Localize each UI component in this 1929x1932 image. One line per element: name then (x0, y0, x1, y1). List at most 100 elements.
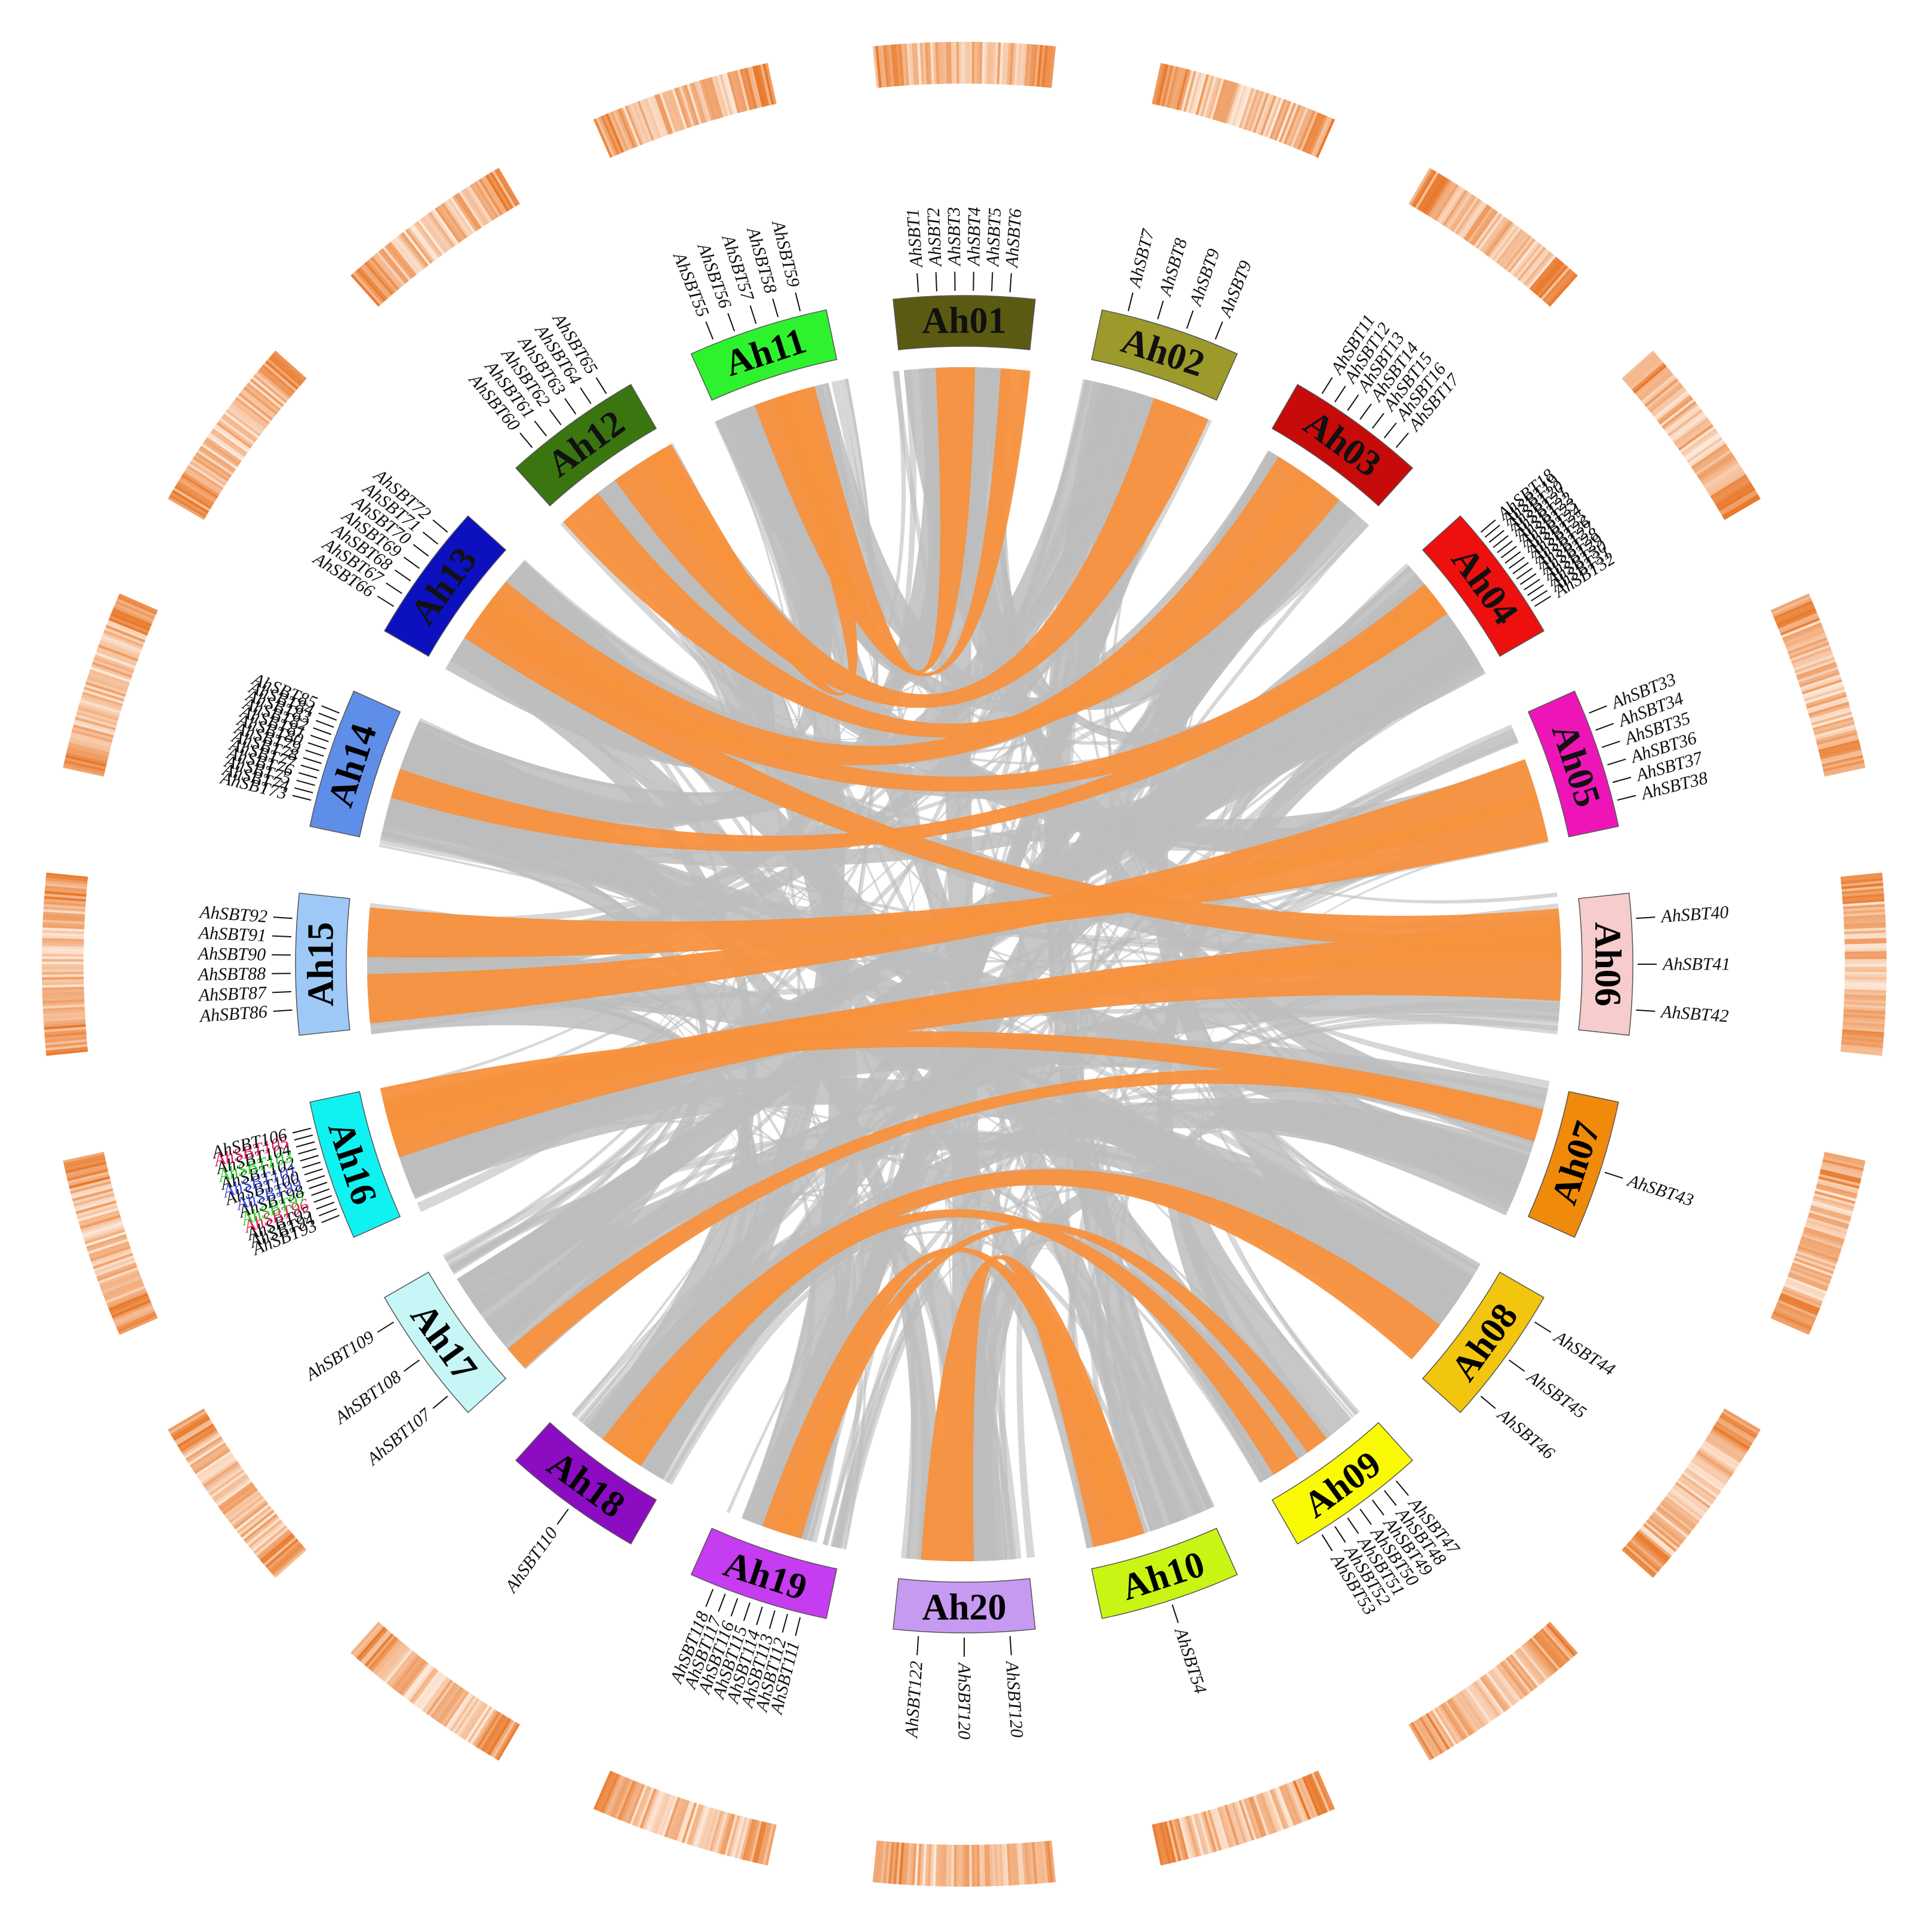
density-bin (967, 42, 970, 84)
gene-tick (1335, 386, 1346, 402)
gene-tick (1373, 1500, 1384, 1515)
gene-tick (273, 917, 293, 918)
gene-tick (322, 706, 340, 713)
gene-tick (706, 322, 713, 340)
gene-tick (565, 398, 576, 414)
gene-tick (1322, 1535, 1332, 1551)
gene-tick (404, 1360, 420, 1371)
gene-label: AhSBT107 (362, 1404, 436, 1470)
chromosome-ah15: Ah15 (296, 893, 350, 1035)
density-segment (873, 1841, 1056, 1887)
density-segment (63, 1152, 158, 1335)
gene-tick (316, 721, 334, 727)
gene-tick (1010, 273, 1011, 293)
density-bin (959, 42, 962, 84)
gene-tick (917, 1636, 918, 1655)
gene-tick (1617, 795, 1636, 800)
density-segment (873, 42, 1056, 88)
density-bin (1845, 962, 1887, 964)
gene-tick (310, 736, 328, 742)
density-bin (1845, 959, 1887, 962)
gene-tick (433, 520, 448, 533)
gene-label: AhSBT108 (330, 1367, 405, 1428)
gene-tick (273, 1010, 293, 1011)
gene-label: AhSBT45 (1522, 1366, 1590, 1422)
gene-tick (936, 272, 937, 291)
gene-tick (1589, 706, 1607, 713)
gene-tick (1360, 1509, 1371, 1525)
density-segment (168, 1408, 307, 1578)
gene-tick (299, 773, 317, 778)
gene-tick (306, 750, 324, 756)
density-bin (972, 1845, 975, 1887)
gene-label: AhSBT88 (197, 964, 266, 985)
gene-tick (1602, 742, 1620, 747)
density-segment (1408, 1622, 1578, 1761)
density-bin (959, 1845, 962, 1887)
gene-tick (302, 1162, 321, 1168)
chromosome-label: Ah20 (922, 1588, 1006, 1628)
gene-tick (744, 1602, 750, 1620)
gene-label: AhSBT46 (1493, 1404, 1558, 1463)
chromosome-label: Ah06 (1587, 922, 1628, 1006)
gene-label: AhSBT9 (1215, 258, 1256, 321)
gene-label: AhSBT109 (301, 1327, 378, 1385)
gene-tick (770, 1611, 775, 1629)
density-bin (972, 42, 975, 84)
chromosome-ah01: Ah01 (893, 296, 1035, 350)
gene-tick (316, 1202, 334, 1209)
density-bin (953, 1845, 956, 1887)
gene-label: AhSBT120 (1002, 1659, 1027, 1738)
gene-tick (580, 387, 591, 404)
density-segment (1408, 168, 1578, 307)
gene-label: AhSBT91 (197, 923, 267, 946)
gene-tick (300, 1155, 319, 1161)
gene-tick (298, 1149, 316, 1154)
gene-tick (520, 433, 533, 448)
gene-label: AhSBT40 (1659, 902, 1729, 927)
gene-tick (549, 410, 561, 425)
gene-tick (1385, 423, 1396, 438)
density-segment (350, 1622, 520, 1761)
gene-tick (731, 1598, 738, 1616)
density-bin (1845, 967, 1887, 970)
gene-tick (1535, 1322, 1551, 1332)
density-bin (42, 969, 84, 972)
gene-tick (795, 293, 800, 311)
gene-tick (728, 313, 734, 331)
gene-label: AhSBT1 (903, 208, 927, 269)
gene-tick (1128, 293, 1133, 311)
gene-tick (1347, 1518, 1358, 1533)
gene-tick (309, 1182, 327, 1188)
density-segment (1152, 1771, 1335, 1866)
density-bin (969, 42, 972, 84)
gene-tick (1396, 433, 1409, 448)
gene-tick (1158, 301, 1163, 319)
gene-tick (404, 557, 420, 568)
gene-tick (750, 306, 756, 324)
density-bin (1845, 953, 1887, 956)
gene-label: AhSBT120 (955, 1662, 974, 1739)
density-bin (1845, 969, 1887, 972)
gene-tick (706, 1589, 713, 1607)
chromosome-label: Ah15 (301, 922, 342, 1006)
gene-tick (1335, 1527, 1346, 1543)
gene-tick (293, 795, 311, 800)
gene-tick (1396, 1481, 1409, 1496)
gene-tick (534, 421, 546, 436)
gene-tick (413, 544, 428, 556)
density-bin (962, 1845, 964, 1887)
density-bin (42, 956, 84, 959)
gene-tick (272, 936, 291, 937)
density-segment (1771, 1152, 1866, 1335)
gene-tick (313, 728, 331, 734)
gene-tick (377, 596, 393, 607)
gene-tick (319, 713, 337, 721)
density-segment (1771, 593, 1866, 777)
gene-tick (1360, 404, 1371, 420)
gene-label: AhSBT86 (198, 1002, 268, 1026)
density-segment (168, 350, 307, 520)
gene-tick (314, 1196, 332, 1202)
density-bin (953, 42, 956, 84)
